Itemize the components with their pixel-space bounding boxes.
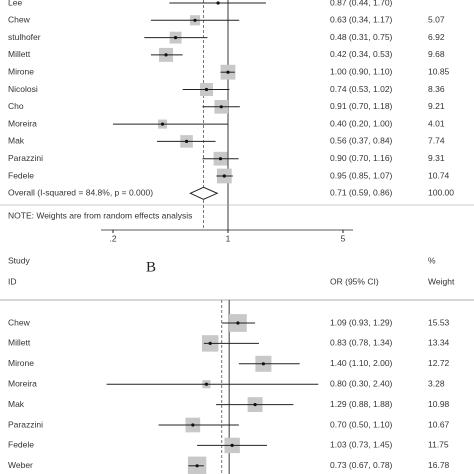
weight-label: 100.00 [428, 188, 454, 198]
study-label: Lee [8, 0, 22, 7]
estimate-label: 1.40 (1.10, 2.00) [330, 358, 393, 368]
estimate-label: 0.56 (0.37, 0.84) [330, 136, 393, 146]
overall-diamond [189, 186, 219, 200]
point-estimate [222, 174, 226, 178]
weight-label: 11.75 [428, 440, 449, 450]
study-label: Mirone [8, 66, 34, 76]
estimate-label: 0.83 (0.78, 1.34) [330, 338, 393, 348]
weight-label: 7.74 [428, 136, 445, 146]
study-label: Millett [8, 49, 31, 59]
estimate-label: 0.48 (0.31, 0.75) [330, 32, 393, 42]
point-estimate [208, 341, 212, 345]
weight-label: 15.53 [428, 317, 450, 327]
estimate-label: 1.03 (0.73, 1.45) [330, 440, 393, 450]
estimate-label: 0.63 (0.34, 1.17) [330, 15, 393, 25]
estimate-label: 0.74 (0.53, 1.02) [330, 84, 393, 94]
point-estimate [193, 18, 197, 22]
study-label: Millett [8, 338, 31, 348]
weight-label: 10.85 [428, 66, 450, 76]
header: OR (95% CI) [330, 276, 379, 286]
note: NOTE: Weights are from random effects an… [8, 210, 192, 220]
study-label: Weber [8, 460, 33, 470]
study-label: stulhofer [8, 32, 41, 42]
point-estimate [204, 87, 209, 92]
weight-label: 9.68 [428, 49, 445, 59]
header: Study [8, 255, 30, 265]
header: Weight [428, 276, 455, 286]
study-label: Moreira [8, 118, 37, 128]
weight-label: 16.78 [428, 460, 450, 470]
weight-label: 5.07 [428, 15, 445, 25]
weight-label: 9.21 [428, 101, 445, 111]
weight-label: 10.98 [428, 399, 450, 409]
study-label: Fedele [8, 440, 34, 450]
estimate-label: 1.29 (0.88, 1.88) [330, 399, 393, 409]
estimate-label: 0.42 (0.34, 0.53) [330, 49, 393, 59]
header: % [428, 255, 436, 265]
point-estimate [164, 53, 168, 57]
estimate-label: 0.73 (0.67, 0.78) [330, 460, 393, 470]
header: ID [8, 276, 17, 286]
overall-label: Overall (I-squared = 84.8%, p = 0.000) [8, 188, 153, 198]
weight-label: 9.31 [428, 153, 445, 163]
panel-label: B [146, 259, 156, 275]
study-label: Parazzini [8, 419, 43, 429]
estimate-label: 0.70 (0.50, 1.10) [330, 419, 393, 429]
estimate-label: 0.80 (0.30, 2.40) [330, 378, 393, 388]
study-label: Cho [8, 101, 24, 111]
estimate-label: 1.09 (0.93, 1.29) [330, 317, 393, 327]
weight-label: 3.28 [428, 378, 445, 388]
point-estimate [204, 382, 209, 386]
estimate-label: 1.00 (0.90, 1.10) [330, 66, 393, 76]
point-estimate [230, 443, 234, 447]
estimate-label: 0.87 (0.44, 1.70) [330, 0, 393, 7]
study-label: Mak [8, 136, 25, 146]
point-estimate [216, 1, 220, 5]
estimate-label: 0.91 (0.70, 1.18) [330, 101, 393, 111]
point-estimate [160, 122, 165, 126]
x-tick-label: 5 [341, 233, 346, 243]
estimate-label: 0.95 (0.85, 1.07) [330, 170, 393, 180]
point-estimate [261, 362, 266, 366]
study-label: Chew [8, 15, 31, 25]
study-label: Chew [8, 317, 31, 327]
estimate-label: 0.90 (0.70, 1.16) [330, 153, 393, 163]
point-estimate [226, 70, 230, 74]
weight-label: 6.92 [428, 32, 445, 42]
point-estimate [236, 321, 240, 325]
weight-label: 10.67 [428, 419, 450, 429]
weight-label: 4.01 [428, 118, 445, 128]
study-label: Fedele [8, 170, 34, 180]
weight-label: 10.74 [428, 170, 450, 180]
study-label: Parazzini [8, 153, 43, 163]
weight-label: 13.34 [428, 338, 450, 348]
study-label: Mirone [8, 358, 34, 368]
x-tick-label: .2 [109, 233, 116, 243]
point-estimate [191, 423, 195, 427]
point-estimate [219, 105, 223, 109]
x-tick-label: 1 [226, 233, 231, 243]
weight-label: 8.36 [428, 84, 445, 94]
point-estimate [195, 464, 199, 468]
study-label: Mak [8, 399, 25, 409]
weight-label: 12.72 [428, 358, 450, 368]
point-estimate [218, 157, 223, 161]
point-estimate [184, 139, 189, 143]
study-label: Moreira [8, 378, 37, 388]
study-label: Nicolosi [8, 84, 38, 94]
point-estimate [173, 36, 178, 40]
estimate-label: 0.71 (0.59, 0.86) [330, 188, 393, 198]
point-estimate [253, 403, 257, 407]
estimate-label: 0.40 (0.20, 1.00) [330, 118, 393, 128]
